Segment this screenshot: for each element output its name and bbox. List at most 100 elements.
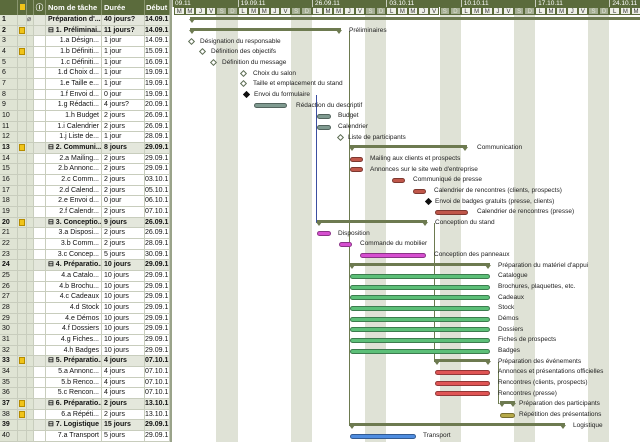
task-name[interactable]: 3.a Disposi...	[46, 228, 102, 239]
note-icon[interactable]	[19, 26, 25, 34]
task-start[interactable]: 29.09.1	[145, 303, 170, 313]
table-row[interactable]: 32 4.h Badges 10 jours 29.09.1	[0, 345, 170, 357]
task-start[interactable]: 29.09.1	[145, 143, 170, 153]
table-row[interactable]: 21 3.a Disposi... 2 jours 26.09.1	[0, 228, 170, 240]
task-start[interactable]: 26.09.1	[145, 121, 170, 132]
table-row[interactable]: 22 3.b Comm... 2 jours 28.09.1	[0, 239, 170, 250]
table-row[interactable]: 14 2.a Mailing... 2 jours 29.09.1	[0, 153, 170, 165]
task-name[interactable]: 7.a Transport	[46, 431, 102, 441]
task-duration[interactable]: 2 jours	[102, 207, 145, 217]
task-name[interactable]: 2.e Envoi d...	[46, 196, 102, 207]
task-duration[interactable]: 2 jours	[102, 228, 145, 239]
task-start[interactable]: 13.10.1	[145, 399, 170, 409]
task-duration[interactable]: 1 jour	[102, 57, 145, 68]
task-name[interactable]: 1.c Définiti...	[46, 57, 102, 68]
table-row[interactable]: 39 ⊟ 7. Logistique 15 jours 29.09.1	[0, 420, 170, 432]
task-name[interactable]: 1.j Liste de...	[46, 132, 102, 143]
task-name[interactable]: 1.g Rédacti...	[46, 100, 102, 111]
note-icon[interactable]	[19, 400, 25, 408]
task-name[interactable]: 1.e Taille e...	[46, 79, 102, 89]
task-start[interactable]: 26.09.1	[145, 228, 170, 239]
task-duration[interactable]: 1 jour	[102, 36, 145, 46]
task-start[interactable]: 29.09.1	[145, 271, 170, 281]
task-name[interactable]: 4.h Badges	[46, 345, 102, 356]
task-name[interactable]: ⊟ 7. Logistique	[46, 420, 102, 431]
table-row[interactable]: 26 4.b Brochu... 10 jours 29.09.1	[0, 281, 170, 293]
table-row[interactable]: 1 ⌀ Préparation d'... 40 jours? 14.09.1	[0, 15, 170, 26]
task-duration[interactable]: 0 jour	[102, 89, 145, 100]
task-name[interactable]: 4.f Dossiers	[46, 324, 102, 335]
task-duration[interactable]: 10 jours	[102, 292, 145, 303]
task-duration[interactable]: 1 jour	[102, 68, 145, 78]
task-duration[interactable]: 4 jours	[102, 377, 145, 388]
task-start[interactable]: 29.09.1	[145, 324, 170, 335]
task-start[interactable]: 29.09.1	[145, 313, 170, 324]
task-duration[interactable]: 10 jours	[102, 271, 145, 281]
task-duration[interactable]: 2 jours	[102, 164, 145, 175]
table-row[interactable]: 38 6.a Répéti... 2 jours 13.10.1	[0, 409, 170, 421]
table-row[interactable]: 12 1.j Liste de... 1 jour 28.09.1	[0, 132, 170, 144]
table-row[interactable]: 30 4.f Dossiers 10 jours 29.09.1	[0, 324, 170, 336]
task-duration[interactable]: 4 jours	[102, 388, 145, 399]
task-start[interactable]: 29.09.1	[145, 292, 170, 303]
table-row[interactable]: 9 1.g Rédacti... 4 jours? 20.09.1	[0, 100, 170, 112]
table-row[interactable]: 10 1.h Budget 2 jours 26.09.1	[0, 111, 170, 122]
task-start[interactable]: 06.10.1	[145, 196, 170, 207]
task-duration[interactable]: 10 jours	[102, 313, 145, 324]
task-duration[interactable]: 10 jours	[102, 324, 145, 335]
table-row[interactable]: 15 2.b Annonc... 2 jours 29.09.1	[0, 164, 170, 176]
task-name[interactable]: 5.a Annonc...	[46, 367, 102, 377]
task-duration[interactable]: 10 jours	[102, 303, 145, 313]
pane-splitter[interactable]	[170, 0, 172, 442]
table-row[interactable]: 4 1.b Définiti... 1 jour 15.09.1	[0, 47, 170, 58]
task-duration[interactable]: 40 jours?	[102, 15, 145, 25]
task-duration[interactable]: 1 jour	[102, 132, 145, 143]
task-name[interactable]: ⊟ 4. Préparatio...	[48, 260, 102, 271]
table-row[interactable]: 7 1.e Taille e... 1 jour 19.09.1	[0, 79, 170, 90]
task-start[interactable]: 07.10.1	[145, 367, 170, 377]
task-start[interactable]: 07.10.1	[145, 388, 170, 399]
table-row[interactable]: 19 2.f Calendr... 2 jours 07.10.1	[0, 207, 170, 218]
task-duration[interactable]: 1 jour	[102, 79, 145, 89]
task-start[interactable]: 07.10.1	[145, 356, 170, 367]
task-start[interactable]: 19.09.1	[145, 89, 170, 100]
task-name[interactable]: 1.f Envoi d...	[46, 89, 102, 100]
task-duration[interactable]: 2 jours	[102, 399, 145, 409]
task-start[interactable]: 28.09.1	[145, 132, 170, 143]
task-duration[interactable]: 4 jours	[102, 356, 145, 367]
task-start[interactable]: 30.09.1	[145, 249, 170, 260]
paperclip-icon[interactable]: ⌀	[27, 16, 32, 23]
task-duration[interactable]: 10 jours	[102, 281, 145, 292]
table-row[interactable]: 31 4.g Fiches... 10 jours 29.09.1	[0, 335, 170, 346]
task-start[interactable]: 19.09.1	[145, 79, 170, 89]
task-name[interactable]: 4.b Brochu...	[46, 281, 102, 292]
task-start[interactable]: 29.09.1	[145, 335, 170, 345]
task-name[interactable]: 2.d Calend...	[46, 185, 102, 196]
table-row[interactable]: 20 ⊟ 3. Conceptio... 9 jours 26.09.1	[0, 217, 170, 229]
table-row[interactable]: 40 7.a Transport 5 jours 29.09.1	[0, 431, 170, 442]
task-duration[interactable]: 9 jours	[102, 217, 145, 228]
task-duration[interactable]: 8 jours	[102, 143, 145, 153]
task-duration[interactable]: 2 jours	[102, 409, 145, 420]
table-row[interactable]: 24 ⊟ 4. Préparatio... 10 jours 29.09.1	[0, 260, 170, 272]
header-name[interactable]: Nom de tâche	[46, 0, 102, 15]
task-duration[interactable]: 10 jours	[102, 260, 145, 271]
task-name[interactable]: 4.e Démos	[46, 313, 102, 324]
table-row[interactable]: 8 1.f Envoi d... 0 jour 19.09.1	[0, 89, 170, 101]
table-row[interactable]: 36 5.c Rencon... 4 jours 07.10.1	[0, 388, 170, 400]
task-start[interactable]: 13.10.1	[145, 409, 170, 420]
task-name[interactable]: ⊟ 6. Préparatio...	[48, 399, 102, 409]
task-duration[interactable]: 2 jours	[102, 111, 145, 121]
task-start[interactable]: 29.09.1	[145, 260, 170, 271]
task-name[interactable]: ⊟ 1. Préliminai...	[48, 25, 102, 36]
task-name[interactable]: 1.h Budget	[46, 111, 102, 121]
table-row[interactable]: 35 5.b Renco... 4 jours 07.10.1	[0, 377, 170, 389]
task-start[interactable]: 14.09.1	[145, 15, 170, 25]
table-row[interactable]: 5 1.c Définiti... 1 jour 16.09.1	[0, 57, 170, 69]
note-icon[interactable]	[19, 144, 25, 152]
task-start[interactable]: 14.09.1	[145, 25, 170, 36]
task-start[interactable]: 29.09.1	[145, 153, 170, 164]
task-start[interactable]: 26.09.1	[145, 111, 170, 121]
table-row[interactable]: 23 3.c Concep... 5 jours 30.09.1	[0, 249, 170, 261]
task-name[interactable]: 4.a Catalo...	[46, 271, 102, 281]
